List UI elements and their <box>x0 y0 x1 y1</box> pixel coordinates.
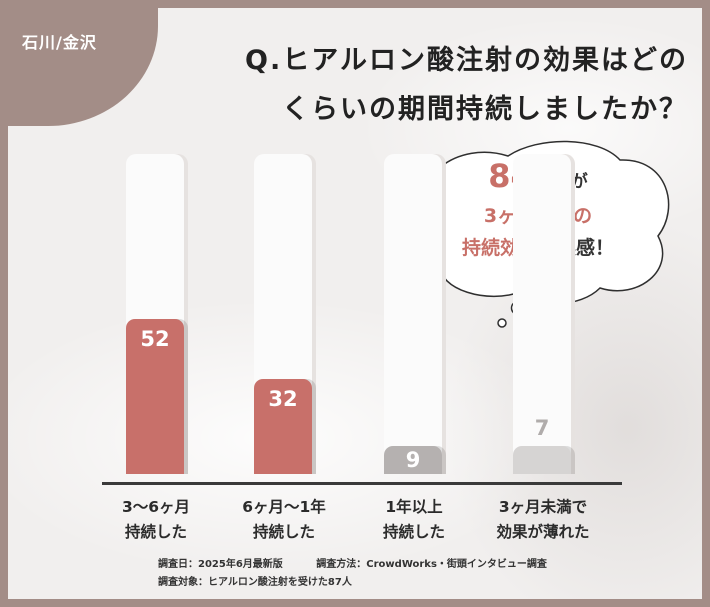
category-label: 3〜6ヶ月持続した <box>91 495 221 545</box>
survey-date: 調査日：2025年6月最新版 <box>158 559 283 570</box>
category-label-line2: 効果が薄れた <box>496 523 590 541</box>
survey-subject: 調査対象：ヒアルロン酸注射を受けた87人 <box>158 577 352 588</box>
category-label: 1年以上持続した <box>349 495 479 545</box>
bar-3 <box>384 446 442 474</box>
bar-1 <box>126 319 184 474</box>
bar-2 <box>254 378 312 474</box>
location-label: 石川/金沢 <box>22 33 97 52</box>
footnote-row1: 調査日：2025年6月最新版 調査方法：CrowdWorks・街頭インタビュー調… <box>158 555 547 570</box>
category-label-line1: 3〜6ヶ月 <box>121 498 191 516</box>
category-label-line2: 持続した <box>382 523 445 541</box>
category-label-line2: 持続した <box>252 523 315 541</box>
question-title: Q.ヒアルロン酸注射の効果はどの くらいの期間持続しましたか？ <box>158 36 688 134</box>
location-badge: 石川/金沢 <box>8 8 158 126</box>
category-label: 6ヶ月〜1年 持続した <box>219 495 349 545</box>
question-title-line1: Q.ヒアルロン酸注射の効果はどの <box>245 45 688 76</box>
bar-value-label: 9 <box>405 448 421 472</box>
survey-method: 調査方法：CrowdWorks・街頭インタビュー調査 <box>316 559 547 570</box>
category-label-line1: 6ヶ月〜1年 <box>242 498 326 516</box>
category-label-line1: 1年以上 <box>385 498 443 516</box>
bar-background <box>384 154 442 474</box>
question-title-line2: くらいの期間持続しましたか？ <box>282 94 688 125</box>
callout-ga: が <box>570 172 588 192</box>
bar-value-label: 52 <box>140 327 170 352</box>
bar-value-label: 7 <box>534 416 550 440</box>
bar-value-label: 32 <box>268 386 298 411</box>
category-label: 3ヶ月未満で 効果が薄れた <box>478 495 608 545</box>
x-axis-line <box>102 482 622 485</box>
bar-background <box>513 154 571 474</box>
category-label-line2: 持続した <box>124 523 187 541</box>
bubble-dot-2 <box>497 318 507 328</box>
category-label-line1: 3ヶ月未満で <box>498 498 588 516</box>
bar-4 <box>513 446 571 474</box>
chart-card: 石川/金沢 Q.ヒアルロン酸注射の効果はどの くらいの期間持続しましたか？ 84… <box>8 8 702 599</box>
